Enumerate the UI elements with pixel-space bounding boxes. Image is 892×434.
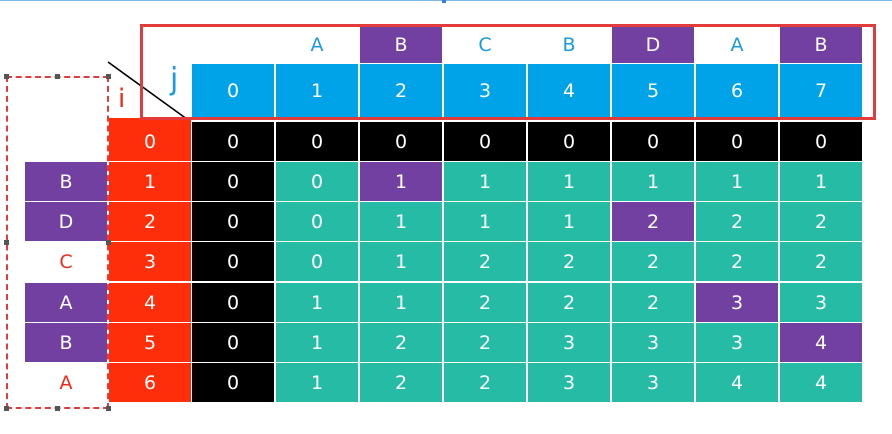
dp-cell-6-7: 4 — [780, 363, 862, 402]
top-letter-5: D — [612, 26, 694, 63]
j-index-2: 2 — [360, 64, 442, 118]
resize-handle[interactable] — [4, 240, 9, 245]
top-letter-1: A — [276, 26, 358, 63]
j-index-1: 1 — [276, 64, 358, 118]
dp-cell-6-1: 1 — [276, 363, 358, 402]
i-index-4: 4 — [109, 283, 191, 322]
dp-cell-4-7: 3 — [780, 283, 862, 322]
top-letter-2: B — [360, 26, 442, 63]
dp-cell-6-5: 3 — [612, 363, 694, 402]
dp-cell-3-7: 2 — [780, 242, 862, 281]
dp-cell-3-3: 2 — [444, 242, 526, 281]
resize-handle[interactable] — [106, 74, 111, 79]
dp-cell-0-0: 0 — [192, 122, 274, 161]
dp-cell-1-4: 1 — [528, 162, 610, 201]
dp-cell-1-5: 1 — [612, 162, 694, 201]
resize-handle[interactable] — [4, 74, 9, 79]
dp-cell-3-6: 2 — [696, 242, 778, 281]
dp-cell-5-1: 1 — [276, 323, 358, 362]
top-letter-4: B — [528, 26, 610, 63]
dp-cell-2-2: 1 — [360, 202, 442, 241]
left-letter-5: B — [25, 323, 107, 362]
dp-cell-0-7: 0 — [780, 122, 862, 161]
j-index-4: 4 — [528, 64, 610, 118]
dp-cell-5-5: 3 — [612, 323, 694, 362]
dp-cell-2-0: 0 — [192, 202, 274, 241]
top-guide-marker — [442, 0, 446, 3]
i-index-0: 0 — [109, 122, 191, 161]
left-letter-2: D — [25, 202, 107, 241]
j-index-7: 7 — [780, 64, 862, 118]
j-index-6: 6 — [696, 64, 778, 118]
j-index-0: 0 — [192, 64, 274, 118]
i-index-2: 2 — [109, 202, 191, 241]
dp-cell-0-5: 0 — [612, 122, 694, 161]
dp-cell-5-7: 4 — [780, 323, 862, 362]
dp-cell-2-6: 2 — [696, 202, 778, 241]
dp-cell-1-1: 0 — [276, 162, 358, 201]
dp-cell-3-2: 1 — [360, 242, 442, 281]
dp-cell-1-7: 1 — [780, 162, 862, 201]
axis-label-j: j — [170, 62, 179, 97]
dp-cell-3-4: 2 — [528, 242, 610, 281]
dp-cell-1-6: 1 — [696, 162, 778, 201]
dp-cell-2-4: 1 — [528, 202, 610, 241]
resize-handle[interactable] — [106, 240, 111, 245]
dp-cell-5-6: 3 — [696, 323, 778, 362]
left-letter-1: B — [25, 162, 107, 201]
dp-cell-4-5: 2 — [612, 283, 694, 322]
dp-cell-0-6: 0 — [696, 122, 778, 161]
dp-cell-0-4: 0 — [528, 122, 610, 161]
resize-handle[interactable] — [55, 74, 60, 79]
i-index-5: 5 — [109, 323, 191, 362]
j-index-3: 3 — [444, 64, 526, 118]
dp-cell-5-2: 2 — [360, 323, 442, 362]
dp-cell-4-2: 1 — [360, 283, 442, 322]
dp-cell-3-1: 0 — [276, 242, 358, 281]
resize-handle[interactable] — [55, 406, 60, 411]
dp-cell-4-0: 0 — [192, 283, 274, 322]
i-column-header-fill — [109, 118, 191, 122]
dp-cell-5-0: 0 — [192, 323, 274, 362]
dp-cell-2-1: 0 — [276, 202, 358, 241]
top-letter-6: A — [696, 26, 778, 63]
top-letter-3: C — [444, 26, 526, 63]
dp-cell-4-4: 2 — [528, 283, 610, 322]
top-letter-7: B — [780, 26, 862, 63]
dp-cell-6-0: 0 — [192, 363, 274, 402]
dp-cell-2-7: 2 — [780, 202, 862, 241]
i-index-1: 1 — [109, 162, 191, 201]
dp-cell-4-3: 2 — [444, 283, 526, 322]
resize-handle[interactable] — [4, 406, 9, 411]
dp-cell-6-4: 3 — [528, 363, 610, 402]
left-letter-6: A — [25, 363, 107, 402]
dp-cell-5-4: 3 — [528, 323, 610, 362]
i-index-6: 6 — [109, 363, 191, 402]
dp-cell-2-3: 1 — [444, 202, 526, 241]
dp-cell-6-2: 2 — [360, 363, 442, 402]
i-index-3: 3 — [109, 242, 191, 281]
top-guide-line — [0, 0, 892, 1]
dp-cell-4-1: 1 — [276, 283, 358, 322]
left-letter-4: A — [25, 283, 107, 322]
left-letter-3: C — [25, 242, 107, 281]
dp-cell-6-6: 4 — [696, 363, 778, 402]
dp-cell-5-3: 2 — [444, 323, 526, 362]
dp-cell-3-0: 0 — [192, 242, 274, 281]
dp-cell-0-2: 0 — [360, 122, 442, 161]
dp-cell-1-2: 1 — [360, 162, 442, 201]
resize-handle[interactable] — [106, 406, 111, 411]
dp-cell-1-0: 0 — [192, 162, 274, 201]
dp-cell-3-5: 2 — [612, 242, 694, 281]
j-index-5: 5 — [612, 64, 694, 118]
dp-cell-4-6: 3 — [696, 283, 778, 322]
dp-cell-6-3: 2 — [444, 363, 526, 402]
axis-label-i: i — [118, 84, 126, 114]
dp-cell-2-5: 2 — [612, 202, 694, 241]
dp-cell-0-1: 0 — [276, 122, 358, 161]
dp-cell-1-3: 1 — [444, 162, 526, 201]
dp-cell-0-3: 0 — [444, 122, 526, 161]
